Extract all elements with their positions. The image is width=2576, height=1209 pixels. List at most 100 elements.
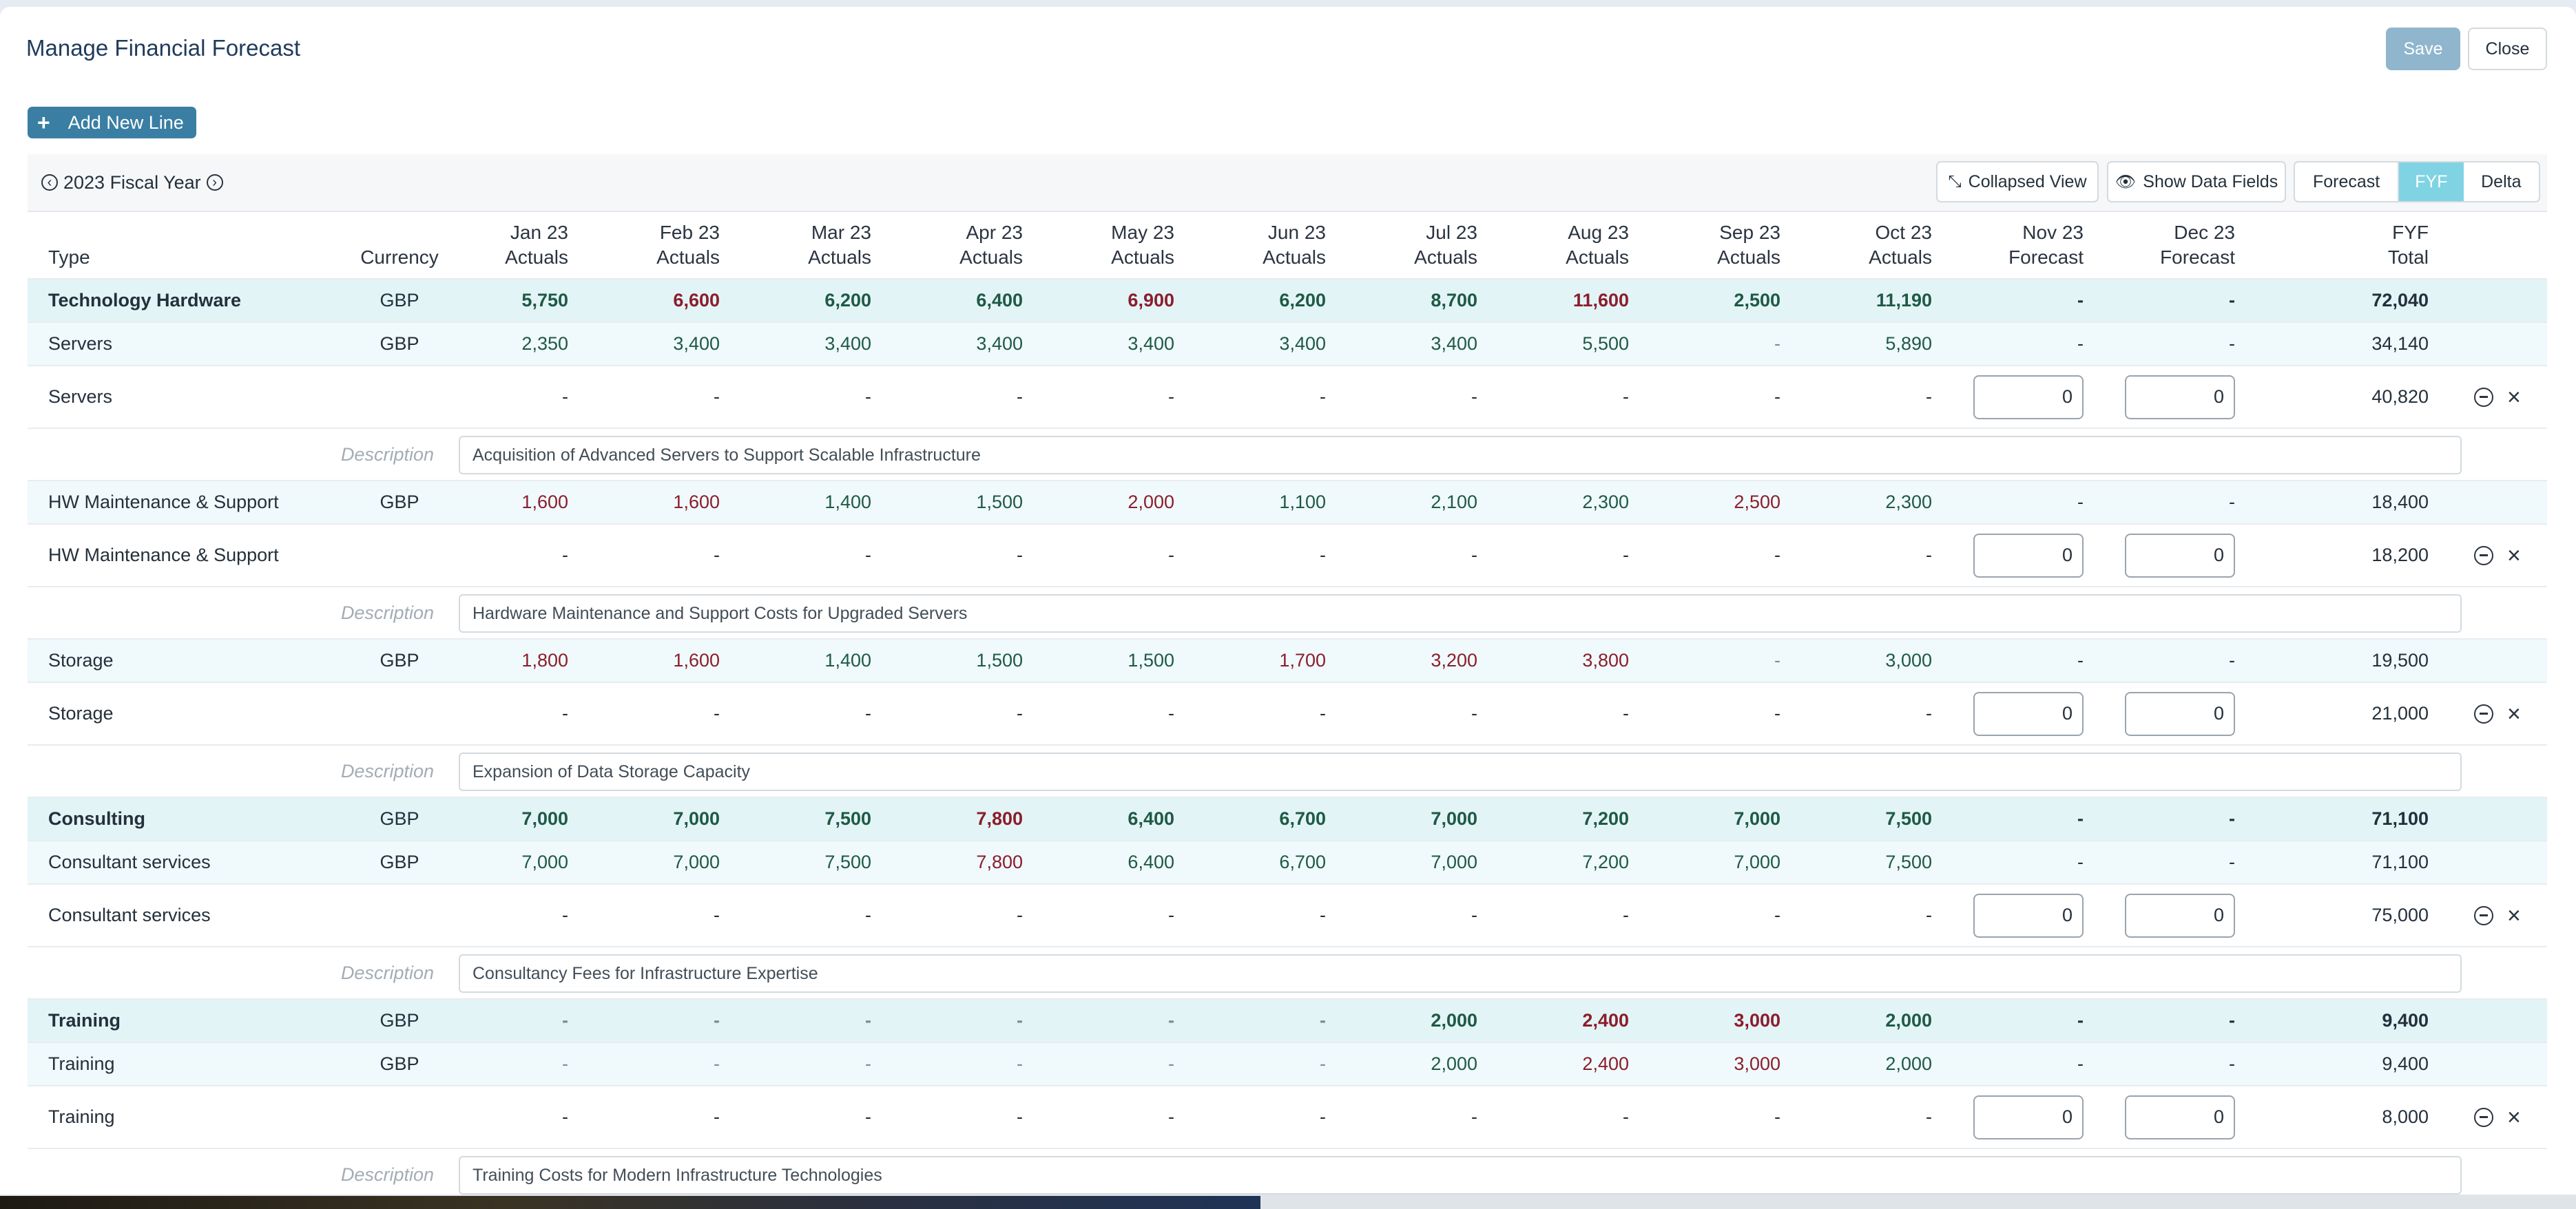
close-icon[interactable]: ×: [2507, 542, 2521, 569]
month-value: -: [1017, 1010, 1023, 1031]
background-image: [0, 1196, 1260, 1209]
row-type: Training: [48, 1053, 115, 1074]
header-month: Oct 23 Actuals: [1794, 211, 1932, 278]
month-value: 6,400: [1128, 852, 1174, 872]
month-value: 3,200: [1431, 650, 1477, 671]
description-field[interactable]: Training Costs for Modern Infrastructure…: [459, 1156, 2462, 1195]
month-value: -: [1471, 1106, 1477, 1127]
header-month-kind: Forecast: [2160, 246, 2235, 268]
month-value: -: [1774, 1106, 1780, 1127]
header-month-kind: Forecast: [2008, 246, 2084, 268]
close-icon[interactable]: ×: [2507, 383, 2521, 410]
row-actions: ×: [2474, 683, 2521, 744]
month-value: 7,200: [1582, 852, 1629, 872]
row-currency: GBP: [380, 808, 419, 829]
forecast-input[interactable]: 0: [1973, 893, 2084, 938]
line-row: Consultant services GBP 7,000 7,000 7,500 7,8…: [28, 841, 2547, 885]
header-month: Jun 23 Actuals: [1188, 211, 1326, 278]
line-row: HW Maintenance & Support GBP 1,600 1,600 1,4…: [28, 481, 2547, 525]
collapse-icon: ⤡: [1948, 172, 1962, 191]
month-value: -: [1320, 386, 1326, 407]
row-currency: GBP: [380, 333, 419, 354]
fiscal-year-label: 2023 Fiscal Year: [63, 171, 201, 193]
month-value: 11,600: [1572, 290, 1629, 311]
month-value: -: [714, 703, 720, 724]
forecast-input[interactable]: 0: [1973, 691, 2084, 736]
month-value: -: [1320, 1053, 1326, 1074]
forecast-input[interactable]: 0: [1973, 375, 2084, 419]
month-value: 7,000: [673, 852, 720, 872]
description-row: Description Training Costs for Modern Inf…: [28, 1149, 2547, 1195]
month-value: -: [1168, 545, 1174, 565]
forecast-input[interactable]: 0: [2125, 375, 2235, 419]
minus-circle-icon[interactable]: [2474, 1107, 2493, 1127]
close-icon[interactable]: ×: [2507, 902, 2521, 929]
month-value: 7,000: [1734, 852, 1780, 872]
month-value: 6,700: [1279, 808, 1326, 829]
forecast-input[interactable]: 0: [2125, 1095, 2235, 1139]
view-forecast[interactable]: Forecast: [2295, 162, 2400, 201]
add-new-line-button[interactable]: + Add New Line: [28, 107, 196, 138]
forecast-input[interactable]: 0: [2125, 893, 2235, 938]
month-value: -: [1471, 386, 1477, 407]
add-new-line-label: Add New Line: [67, 112, 184, 133]
month-value: -: [562, 703, 568, 724]
header-month: Feb 23 Actuals: [582, 211, 720, 278]
month-value: -: [865, 545, 871, 565]
minus-circle-icon[interactable]: [2474, 905, 2493, 925]
month-value: 6,700: [1279, 852, 1326, 872]
month-value: -: [1168, 1106, 1174, 1127]
description-field[interactable]: Consultancy Fees for Infrastructure Expe…: [459, 954, 2462, 993]
month-value: -: [1926, 386, 1932, 407]
description-field[interactable]: Expansion of Data Storage Capacity: [459, 753, 2462, 791]
description-field[interactable]: Hardware Maintenance and Support Costs f…: [459, 594, 2462, 633]
show-data-fields-button[interactable]: 👁 Show Data Fields: [2107, 161, 2286, 202]
forecast-input-cell: 0: [1946, 525, 2084, 586]
row-currency: GBP: [380, 290, 419, 311]
month-value: -: [2077, 290, 2084, 311]
month-value: 11,190: [1876, 290, 1932, 311]
month-value: -: [1926, 545, 1932, 565]
row-total: 18,200: [2371, 545, 2429, 565]
save-button[interactable]: Save: [2386, 28, 2460, 70]
month-value: -: [1774, 545, 1780, 565]
row-type: Technology Hardware: [48, 290, 242, 311]
minus-circle-icon[interactable]: [2474, 545, 2493, 565]
row-actions: ×: [2474, 525, 2521, 586]
header-month: Dec 23 Forecast: [2097, 211, 2235, 278]
month-value: -: [2229, 808, 2235, 829]
chevron-left-icon[interactable]: ‹: [41, 174, 58, 191]
close-button[interactable]: Close: [2468, 28, 2547, 70]
view-delta[interactable]: Delta: [2481, 171, 2522, 191]
description-row: Description Consultancy Fees for Infrastr…: [28, 947, 2547, 1000]
header-month-kind: Actuals: [1717, 246, 1780, 268]
forecast-input[interactable]: 0: [2125, 691, 2235, 736]
forecast-input[interactable]: 0: [1973, 533, 2084, 578]
close-icon[interactable]: ×: [2507, 700, 2521, 727]
header-month-kind: Actuals: [1263, 246, 1326, 268]
header-month-name: Aug 23: [1568, 222, 1629, 243]
month-value: -: [1017, 905, 1023, 925]
close-icon[interactable]: ×: [2507, 1104, 2521, 1131]
minus-circle-icon[interactable]: [2474, 704, 2493, 724]
row-total: 19,500: [2371, 650, 2429, 671]
month-value: -: [2229, 1010, 2235, 1031]
forecast-input[interactable]: 0: [1973, 1095, 2084, 1139]
chevron-right-icon[interactable]: ›: [206, 174, 223, 191]
header-month: Sep 23 Actuals: [1643, 211, 1780, 278]
header-month: Aug 23 Actuals: [1491, 211, 1629, 278]
minus-circle-icon[interactable]: [2474, 387, 2493, 407]
header-month-kind: Actuals: [959, 246, 1023, 268]
toolbar: ‹ 2023 Fiscal Year › ⤡ Collapsed View 👁 …: [28, 154, 2547, 212]
month-value: -: [1926, 905, 1932, 925]
collapsed-view-button[interactable]: ⤡ Collapsed View: [1936, 161, 2099, 202]
description-field[interactable]: Acquisition of Advanced Servers to Suppo…: [459, 436, 2462, 474]
forecast-input-row: Consultant services - - - - - - - - - - 0 0 75,000 ×: [28, 885, 2547, 947]
view-fyf[interactable]: FYF: [2399, 162, 2464, 201]
forecast-input[interactable]: 0: [2125, 533, 2235, 578]
row-total: 8,000: [2382, 1106, 2429, 1127]
month-value: -: [1168, 386, 1174, 407]
month-value: -: [714, 1106, 720, 1127]
month-value: -: [865, 386, 871, 407]
month-value: 3,000: [1734, 1010, 1780, 1031]
